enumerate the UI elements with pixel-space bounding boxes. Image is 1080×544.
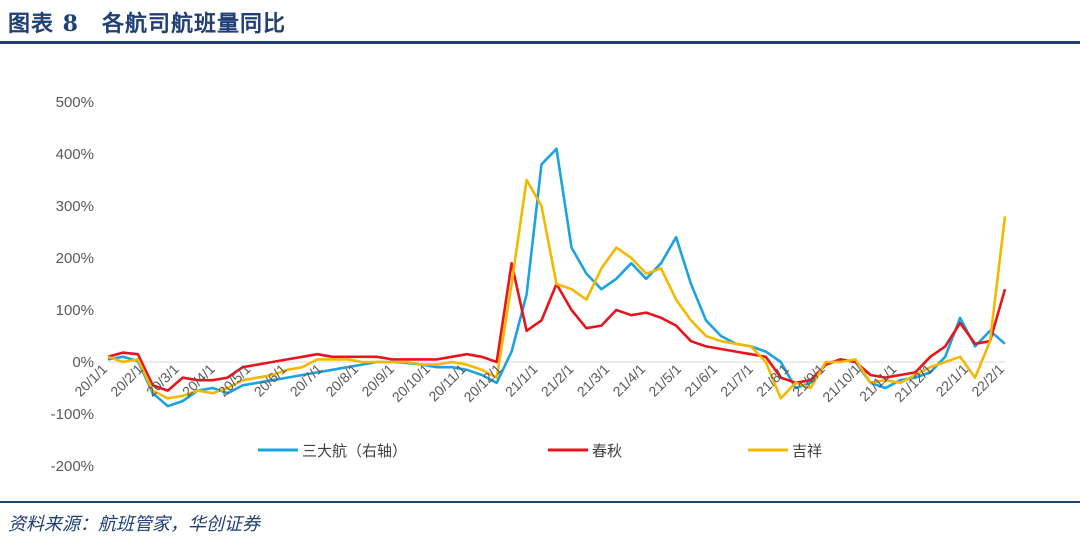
y-tick-label: -100% (51, 406, 94, 423)
y-tick-label: -200% (51, 458, 94, 475)
page-title: 图表 8 各航司航班量同比 (8, 11, 286, 37)
x-tick-label: 21/7/1 (717, 361, 756, 400)
x-tick-label: 20/8/1 (322, 361, 361, 400)
x-tick-label: 20/6/1 (251, 361, 290, 400)
series-layer (107, 147, 1007, 408)
x-tick-label: 21/1/1 (502, 361, 541, 400)
x-tick-label: 20/10/1 (389, 361, 433, 405)
y-tick-label: 400% (56, 146, 94, 163)
x-tick-label: 22/2/1 (968, 361, 1007, 400)
y-tick-label: 100% (56, 302, 94, 319)
legend: 三大航（右轴） 春秋 吉祥 (258, 442, 822, 460)
x-tick-label: 20/12/1 (460, 361, 504, 405)
legend-label-1: 三大航（右轴） (302, 442, 407, 460)
legend-label-3: 吉祥 (792, 442, 822, 460)
x-tick-label: 20/2/1 (107, 361, 146, 400)
x-tick-label: 21/10/1 (819, 361, 863, 405)
y-tick-label: 500% (56, 94, 94, 111)
x-tick-label: 21/3/1 (574, 361, 613, 400)
x-tick-label: 21/6/1 (681, 361, 720, 400)
y-tick-label: 0% (72, 354, 94, 371)
x-tick-label: 21/2/1 (538, 361, 577, 400)
x-axis: 20/1/120/2/120/3/120/4/120/5/120/6/120/7… (71, 361, 1007, 405)
line-chart: -200% -100% 0% 100% 200% 300% 400% 500% 20/1/12… (51, 94, 1008, 475)
title-bar: 图表 8 各航司航班量同比 (0, 0, 1080, 44)
y-tick-label: 300% (56, 198, 94, 215)
source-note: 资料来源：航班管家，华创证券 (8, 514, 260, 535)
y-axis: -200% -100% 0% 100% 200% 300% 400% 500% (51, 94, 94, 475)
x-tick-label: 22/1/1 (932, 361, 971, 400)
x-tick-label: 21/5/1 (645, 361, 684, 400)
x-tick-label: 21/4/1 (609, 361, 648, 400)
footer-rule (0, 501, 1080, 503)
title-rule (0, 41, 1080, 44)
legend-label-2: 春秋 (592, 442, 622, 460)
y-tick-label: 200% (56, 250, 94, 267)
series-line-3 (107, 178, 1007, 400)
